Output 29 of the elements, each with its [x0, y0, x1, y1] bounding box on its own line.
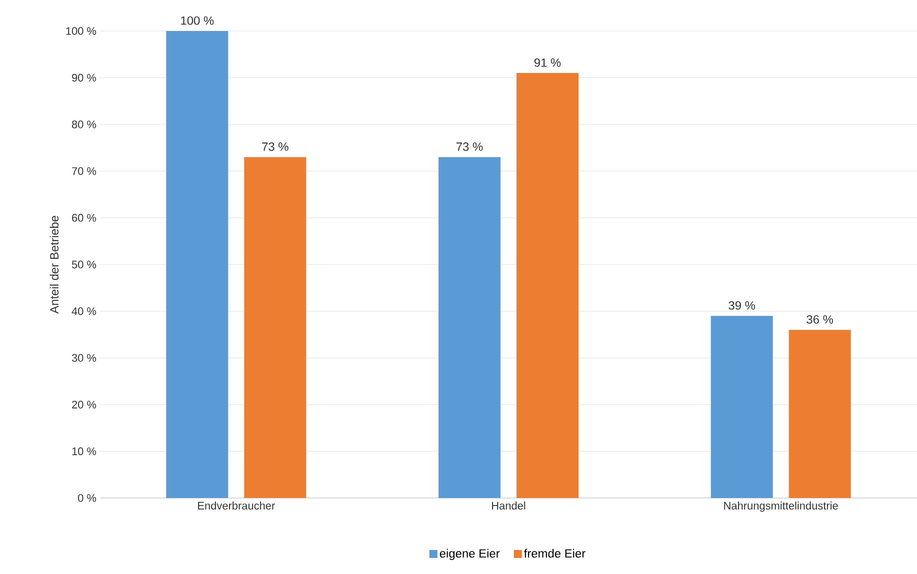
y-tick-label: 20 % [72, 400, 96, 408]
data-label: 73 % [262, 142, 288, 151]
y-tick-label: 10 % [72, 447, 96, 456]
legend-label: eigene Eier [440, 548, 500, 560]
y-tick-label: 30 % [72, 354, 96, 362]
data-label: 39 % [728, 301, 756, 310]
data-label: 73 % [456, 142, 483, 151]
y-tick-label: 80 % [72, 120, 96, 128]
x-tick-label: Endverbraucher [198, 502, 275, 510]
bar [788, 330, 851, 498]
y-tick-label: 50 % [72, 260, 96, 268]
bar [710, 316, 773, 498]
bar [166, 30, 228, 498]
bar [438, 157, 501, 498]
y-tick-label: 70 % [72, 167, 96, 175]
y-tick-label: 100 % [66, 27, 96, 35]
data-label: 91 % [534, 58, 561, 67]
y-tick-label: 40 % [72, 307, 96, 316]
x-tick-label: Nahrungsmittelindustrie [724, 502, 838, 512]
y-tick-label: 60 % [72, 214, 96, 222]
y-tick-label: 0 % [78, 494, 96, 502]
bar [516, 73, 579, 498]
data-label: 100 % [181, 16, 214, 25]
data-label: 36 % [806, 315, 834, 324]
y-axis-title: Anteil der Betriebe [50, 216, 59, 314]
bar [244, 157, 306, 498]
x-tick-label: Handel [492, 502, 526, 510]
y-tick-label: 90 % [72, 74, 96, 82]
legend-label: fremde Eier [524, 548, 586, 558]
